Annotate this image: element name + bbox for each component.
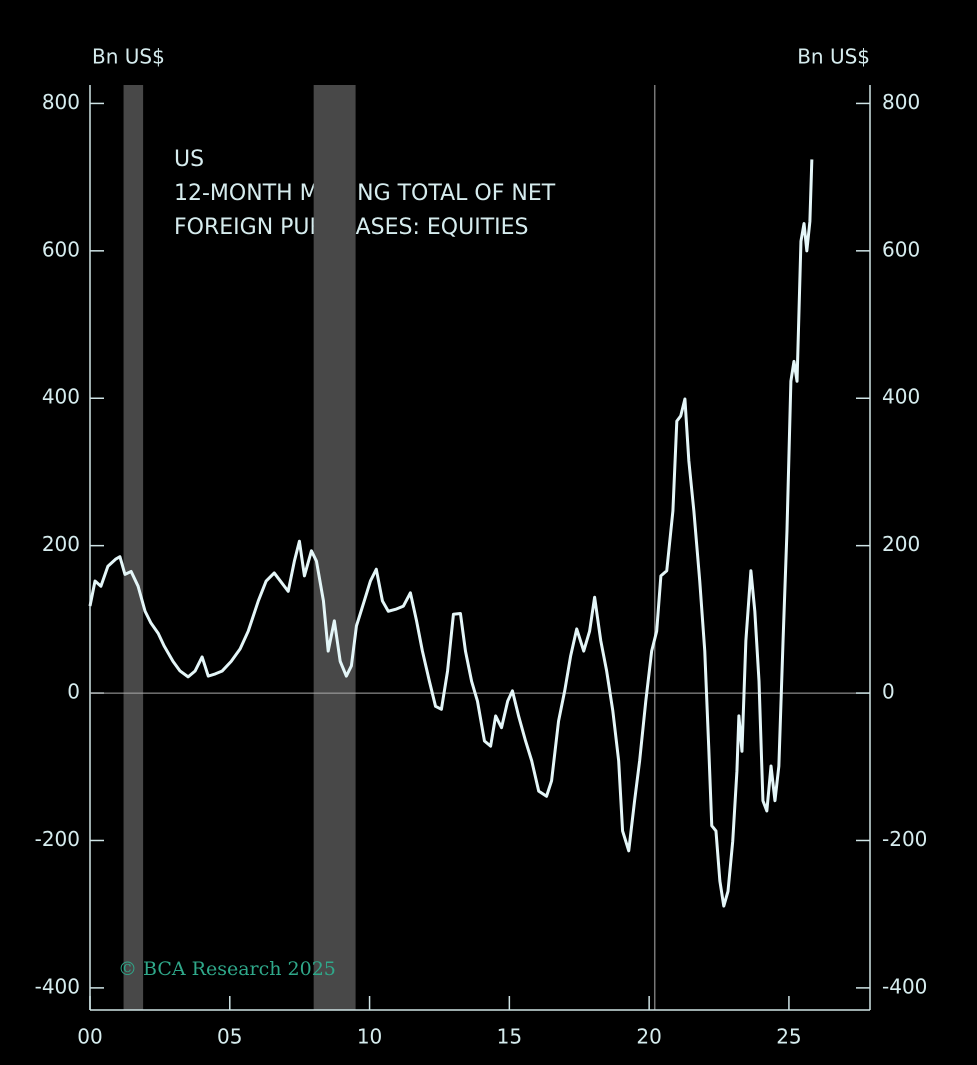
y2-axis-label: Bn US$ [797, 45, 870, 69]
y-tick-label: 400 [42, 385, 80, 409]
y-tick-label: 200 [42, 532, 80, 556]
title-line: US [174, 147, 204, 172]
y2-tick-label: 200 [882, 532, 920, 556]
x-tick-label: 25 [776, 1025, 801, 1049]
y-tick-label: -200 [35, 827, 80, 851]
y-tick-label: 0 [67, 680, 80, 704]
y-tick-label: -400 [35, 974, 80, 998]
shaded-period [123, 85, 144, 1010]
x-tick-label: 00 [77, 1025, 102, 1049]
y-tick-label: 800 [42, 90, 80, 114]
y2-tick-label: 600 [882, 237, 920, 261]
y-axis-label: Bn US$ [92, 45, 165, 69]
y2-tick-label: 400 [882, 385, 920, 409]
shaded-period [313, 85, 356, 1010]
y2-tick-label: -400 [882, 974, 927, 998]
y2-tick-label: 0 [882, 680, 895, 704]
y2-tick-label: 800 [882, 90, 920, 114]
x-tick-label: 10 [357, 1025, 382, 1049]
x-tick-label: 20 [636, 1025, 661, 1049]
y2-tick-label: -200 [882, 827, 927, 851]
credit: © BCA Research 2025 [118, 958, 336, 980]
data-line [88, 159, 814, 908]
title-line: 12-MONTH MOVING TOTAL OF NET [174, 181, 556, 206]
y-tick-label: 600 [42, 237, 80, 261]
x-tick-label: 05 [217, 1025, 242, 1049]
x-tick-label: 15 [497, 1025, 522, 1049]
